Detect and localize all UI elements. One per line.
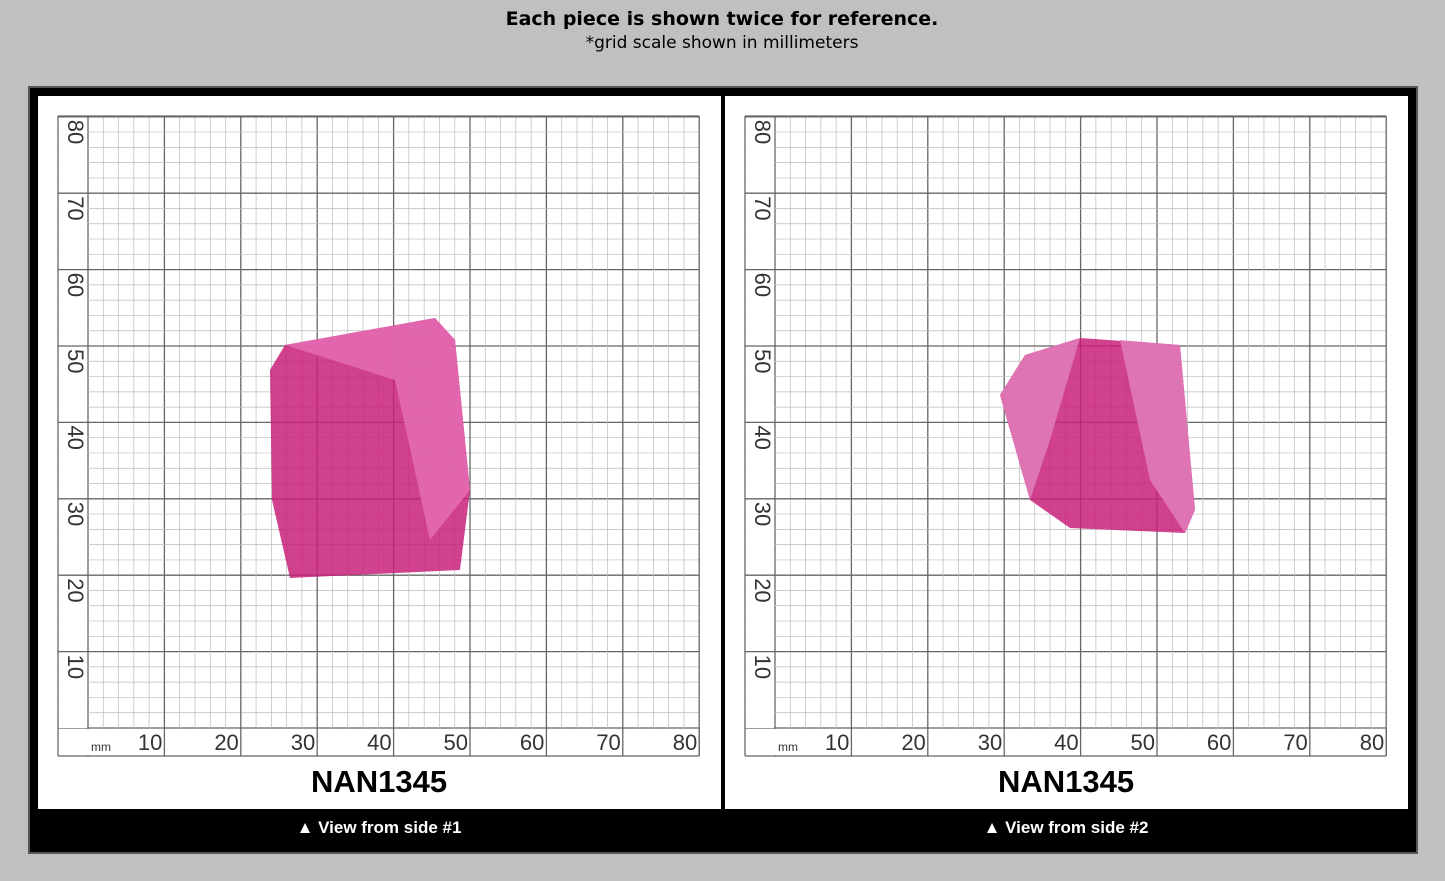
x-label: 30 (291, 730, 315, 755)
y-label: 40 (750, 425, 775, 449)
y-label: 70 (63, 196, 88, 220)
x-label: 20 (901, 730, 925, 755)
y-label: 70 (750, 196, 775, 220)
y-label: 20 (63, 578, 88, 602)
y-label: 10 (63, 655, 88, 679)
y-label: 40 (63, 425, 88, 449)
subtitle: *grid scale shown in millimeters (586, 33, 859, 53)
unit-label: mm (91, 740, 111, 754)
x-label: 10 (138, 730, 162, 755)
x-label: 60 (520, 730, 544, 755)
x-label: 80 (673, 730, 697, 755)
grids: mm 10 20 30 40 50 60 70 80 10 20 30 40 50 60 70 80 mm 10 20… (57, 115, 1387, 757)
y-label: 50 (750, 349, 775, 373)
y-label: 60 (63, 273, 88, 297)
y-label: 30 (63, 502, 88, 526)
y-label: 30 (750, 502, 775, 526)
item-code: NAN1345 (998, 764, 1134, 799)
caption: ▲ View from side #1 (297, 818, 462, 837)
gem-facet (1000, 338, 1080, 500)
y-label: 60 (750, 273, 775, 297)
x-label: 70 (1283, 730, 1307, 755)
unit-label: mm (778, 740, 798, 754)
y-label: 80 (63, 120, 88, 144)
caption: ▲ View from side #2 (984, 818, 1149, 837)
x-label: 50 (444, 730, 468, 755)
title: Each piece is shown twice for reference. (506, 8, 939, 30)
x-label: 20 (214, 730, 238, 755)
x-label: 60 (1207, 730, 1231, 755)
gem-facet (285, 318, 470, 540)
x-label: 50 (1131, 730, 1155, 755)
x-label: 80 (1360, 730, 1384, 755)
label-bg (59, 729, 699, 755)
y-label: 50 (63, 349, 88, 373)
y-label: 20 (750, 578, 775, 602)
item-code: NAN1345 (311, 764, 447, 799)
y-label: 80 (750, 120, 775, 144)
x-label: 40 (1054, 730, 1078, 755)
x-label: 30 (978, 730, 1002, 755)
x-label: 40 (367, 730, 391, 755)
x-label: 10 (825, 730, 849, 755)
x-label: 70 (596, 730, 620, 755)
gem-facet (1120, 340, 1195, 533)
y-label: 10 (750, 655, 775, 679)
label-bg (746, 729, 1386, 755)
